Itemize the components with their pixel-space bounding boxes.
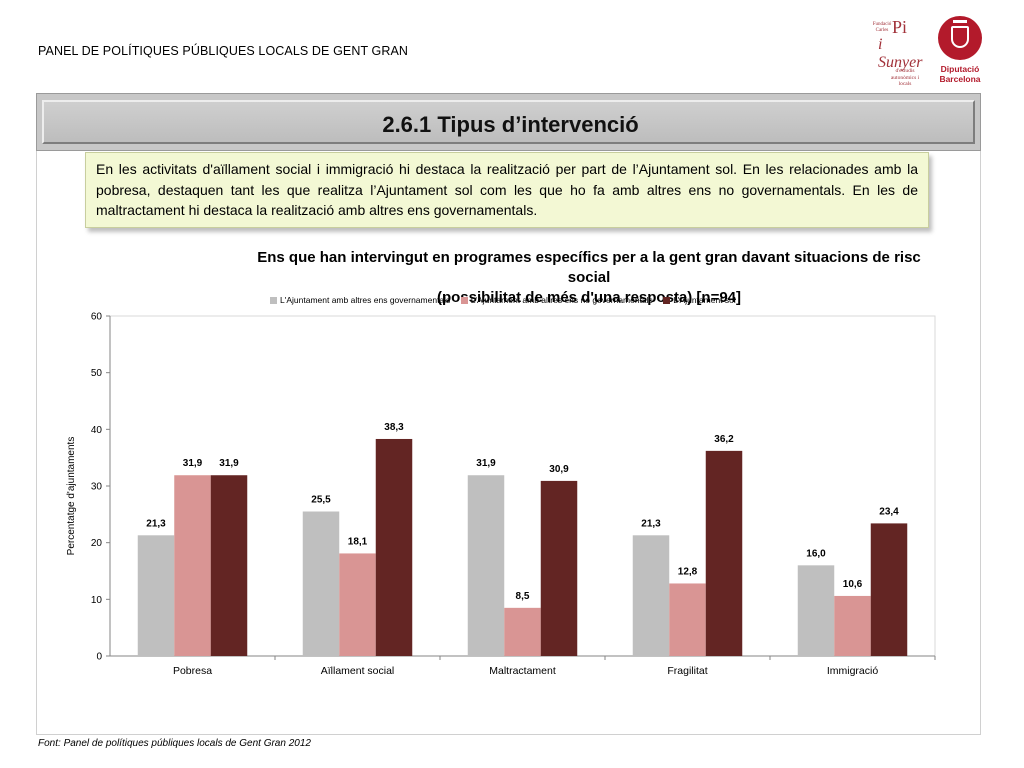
bar-value-label: 38,3: [384, 422, 404, 433]
legend-item: L'Ajuntament sol: [663, 295, 736, 305]
bar: [504, 607, 541, 656]
source-footnote: Font: Panel de polítiques públiques loca…: [38, 738, 311, 749]
bar-value-label: 21,3: [146, 518, 166, 529]
y-tick-label: 30: [91, 482, 103, 493]
chart-title: Ens que han intervingut en programes esp…: [257, 249, 921, 286]
section-title-bar: 2.6.1 Tipus d’intervenció: [36, 93, 981, 151]
x-tick-label: Immigració: [827, 665, 879, 677]
bar: [870, 523, 908, 656]
y-axis-label: Percentatge d'ajuntaments: [66, 437, 77, 556]
bar: [174, 475, 211, 656]
y-tick-label: 60: [91, 312, 103, 323]
diputacio-line1: Diputació: [940, 64, 980, 74]
bar-value-label: 21,3: [641, 518, 661, 529]
bar: [669, 583, 706, 656]
bar: [302, 511, 340, 656]
bar: [834, 595, 871, 656]
bar-value-label: 16,0: [806, 548, 826, 559]
y-tick-label: 20: [91, 538, 103, 549]
diputacio-barcelona-logo: Diputació Barcelona: [932, 16, 988, 88]
shield-icon: [951, 26, 969, 48]
logo-big-text-2: i Sunyer: [878, 36, 923, 71]
logo-sub-text: d'estudis autonòmics i locals: [890, 68, 920, 87]
section-title: 2.6.1 Tipus d’intervenció: [382, 112, 639, 137]
legend-item: L'Ajuntament amb altres ens no govername…: [460, 295, 653, 305]
x-tick-label: Maltractament: [489, 665, 556, 677]
bar: [632, 535, 670, 656]
logo-big-text: Pi: [892, 17, 908, 37]
legend-swatch: [270, 297, 277, 304]
crown-icon: [953, 20, 967, 25]
bar-value-label: 8,5: [516, 591, 530, 602]
bar: [540, 480, 578, 656]
y-tick-label: 40: [91, 425, 103, 436]
fundacio-pi-sunyer-logo: Fundació Carles Pi i Sunyer d'estudis au…: [866, 16, 930, 94]
y-tick-label: 10: [91, 595, 103, 606]
legend-label: L'Ajuntament amb altres ens no govername…: [470, 295, 653, 305]
bar: [797, 565, 835, 656]
bar-value-label: 30,9: [549, 464, 569, 475]
diputacio-seal-icon: [938, 16, 982, 60]
x-tick-label: Pobresa: [173, 665, 212, 677]
bar-value-label: 36,2: [714, 434, 734, 445]
section-title-bevel: 2.6.1 Tipus d’intervenció: [42, 100, 975, 144]
bar-value-label: 10,6: [843, 579, 863, 590]
legend-swatch: [460, 297, 468, 304]
bar-value-label: 18,1: [348, 536, 368, 547]
legend-label: L'Ajuntament sol: [673, 295, 736, 305]
bar-value-label: 31,9: [219, 458, 239, 469]
legend-swatch: [663, 297, 671, 304]
bar-value-label: 31,9: [476, 458, 496, 469]
y-tick-label: 50: [91, 368, 103, 379]
legend-label: L'Ajuntament amb altres ens governamenta…: [280, 295, 451, 305]
plot-area: [109, 315, 936, 657]
chart-legend: L'Ajuntament amb altres ens governamenta…: [270, 295, 744, 305]
bar: [339, 553, 376, 656]
header-title: PANEL DE POLÍTIQUES PÚBLIQUES LOCALS DE …: [38, 44, 409, 58]
bar: [467, 475, 505, 656]
y-tick-label: 0: [96, 652, 102, 663]
bar-value-label: 12,8: [678, 566, 698, 577]
bar: [705, 450, 743, 656]
bar-value-label: 23,4: [879, 506, 899, 517]
legend-item: L'Ajuntament amb altres ens governamenta…: [270, 295, 450, 305]
bar: [375, 438, 413, 656]
bar: [137, 535, 175, 656]
bar-value-label: 25,5: [311, 495, 331, 506]
x-tick-label: Aïllament social: [321, 665, 395, 677]
diputacio-line2: Barcelona: [939, 74, 981, 84]
bar: [210, 475, 248, 656]
bar-value-label: 31,9: [183, 458, 203, 469]
diputacio-logo-text: Diputació Barcelona: [932, 64, 988, 84]
x-tick-label: Fragilitat: [667, 665, 707, 677]
summary-note: En les activitats d'aïllament social i i…: [85, 152, 929, 228]
logo-small-text: Fundació Carles: [872, 22, 892, 33]
